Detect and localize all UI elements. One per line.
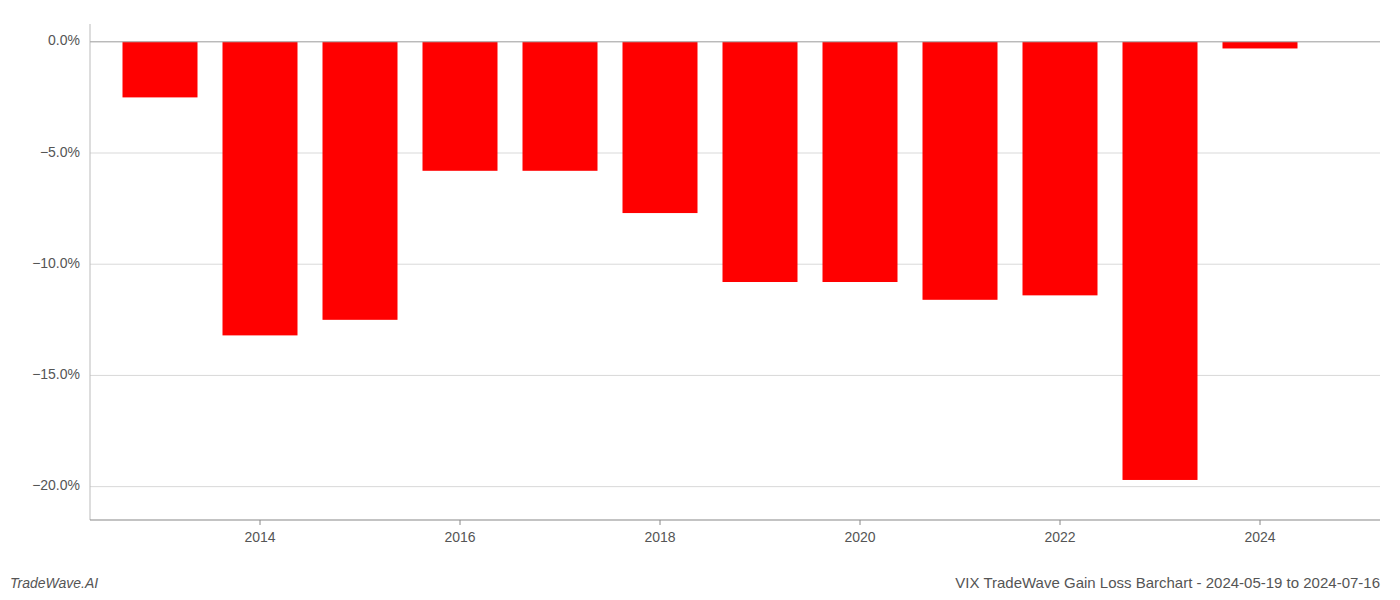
x-tick xyxy=(660,520,661,525)
x-tick xyxy=(260,520,261,525)
bar xyxy=(423,42,498,171)
x-axis: 2014 2016 2018 2020 2022 2024 xyxy=(90,520,1380,545)
bar xyxy=(323,42,398,320)
chart-svg: 0.0%−5.0%−10.0%−15.0%−20.0%2014201620182… xyxy=(0,0,1400,600)
bar xyxy=(523,42,598,171)
chart-container: 0.0%−5.0%−10.0%−15.0%−20.0%2014201620182… xyxy=(0,0,1400,600)
x-tick-label: 2016 xyxy=(444,529,475,545)
y-tick-label: −10.0% xyxy=(32,255,80,271)
bar xyxy=(823,42,898,282)
x-tick xyxy=(860,520,861,525)
x-tick-label: 2022 xyxy=(1044,529,1075,545)
y-tick-label: −5.0% xyxy=(40,144,80,160)
x-tick-label: 2014 xyxy=(244,529,275,545)
x-axis-line xyxy=(90,519,1380,520)
x-tick-label: 2020 xyxy=(844,529,875,545)
watermark: TradeWave.AI xyxy=(10,575,98,591)
bar xyxy=(1123,42,1198,480)
grid-line xyxy=(90,486,1380,487)
bar xyxy=(223,42,298,336)
y-axis: 0.0% −5.0% −10.0% −15.0% −20.0% xyxy=(32,24,90,520)
bar xyxy=(723,42,798,282)
bar xyxy=(1023,42,1098,296)
bar xyxy=(123,42,198,98)
y-axis-line xyxy=(90,24,91,520)
y-tick-label: 0.0% xyxy=(48,32,80,48)
bars xyxy=(123,42,1298,480)
bar xyxy=(623,42,698,213)
x-tick-label: 2024 xyxy=(1244,529,1275,545)
bar xyxy=(923,42,998,300)
y-tick-label: −20.0% xyxy=(32,477,80,493)
x-tick xyxy=(1060,520,1061,525)
x-tick xyxy=(1260,520,1261,525)
grid-line xyxy=(90,41,1380,42)
y-tick-label: −15.0% xyxy=(32,366,80,382)
bar xyxy=(1223,42,1298,49)
title: VIX TradeWave Gain Loss Barchart - 2024-… xyxy=(955,574,1380,591)
y-grid xyxy=(90,42,1380,487)
page: {"chart_data": {"type": "bar", "title": … xyxy=(0,0,1400,600)
x-tick xyxy=(460,520,461,525)
x-tick-label: 2018 xyxy=(644,529,675,545)
zero-line xyxy=(90,41,1380,42)
